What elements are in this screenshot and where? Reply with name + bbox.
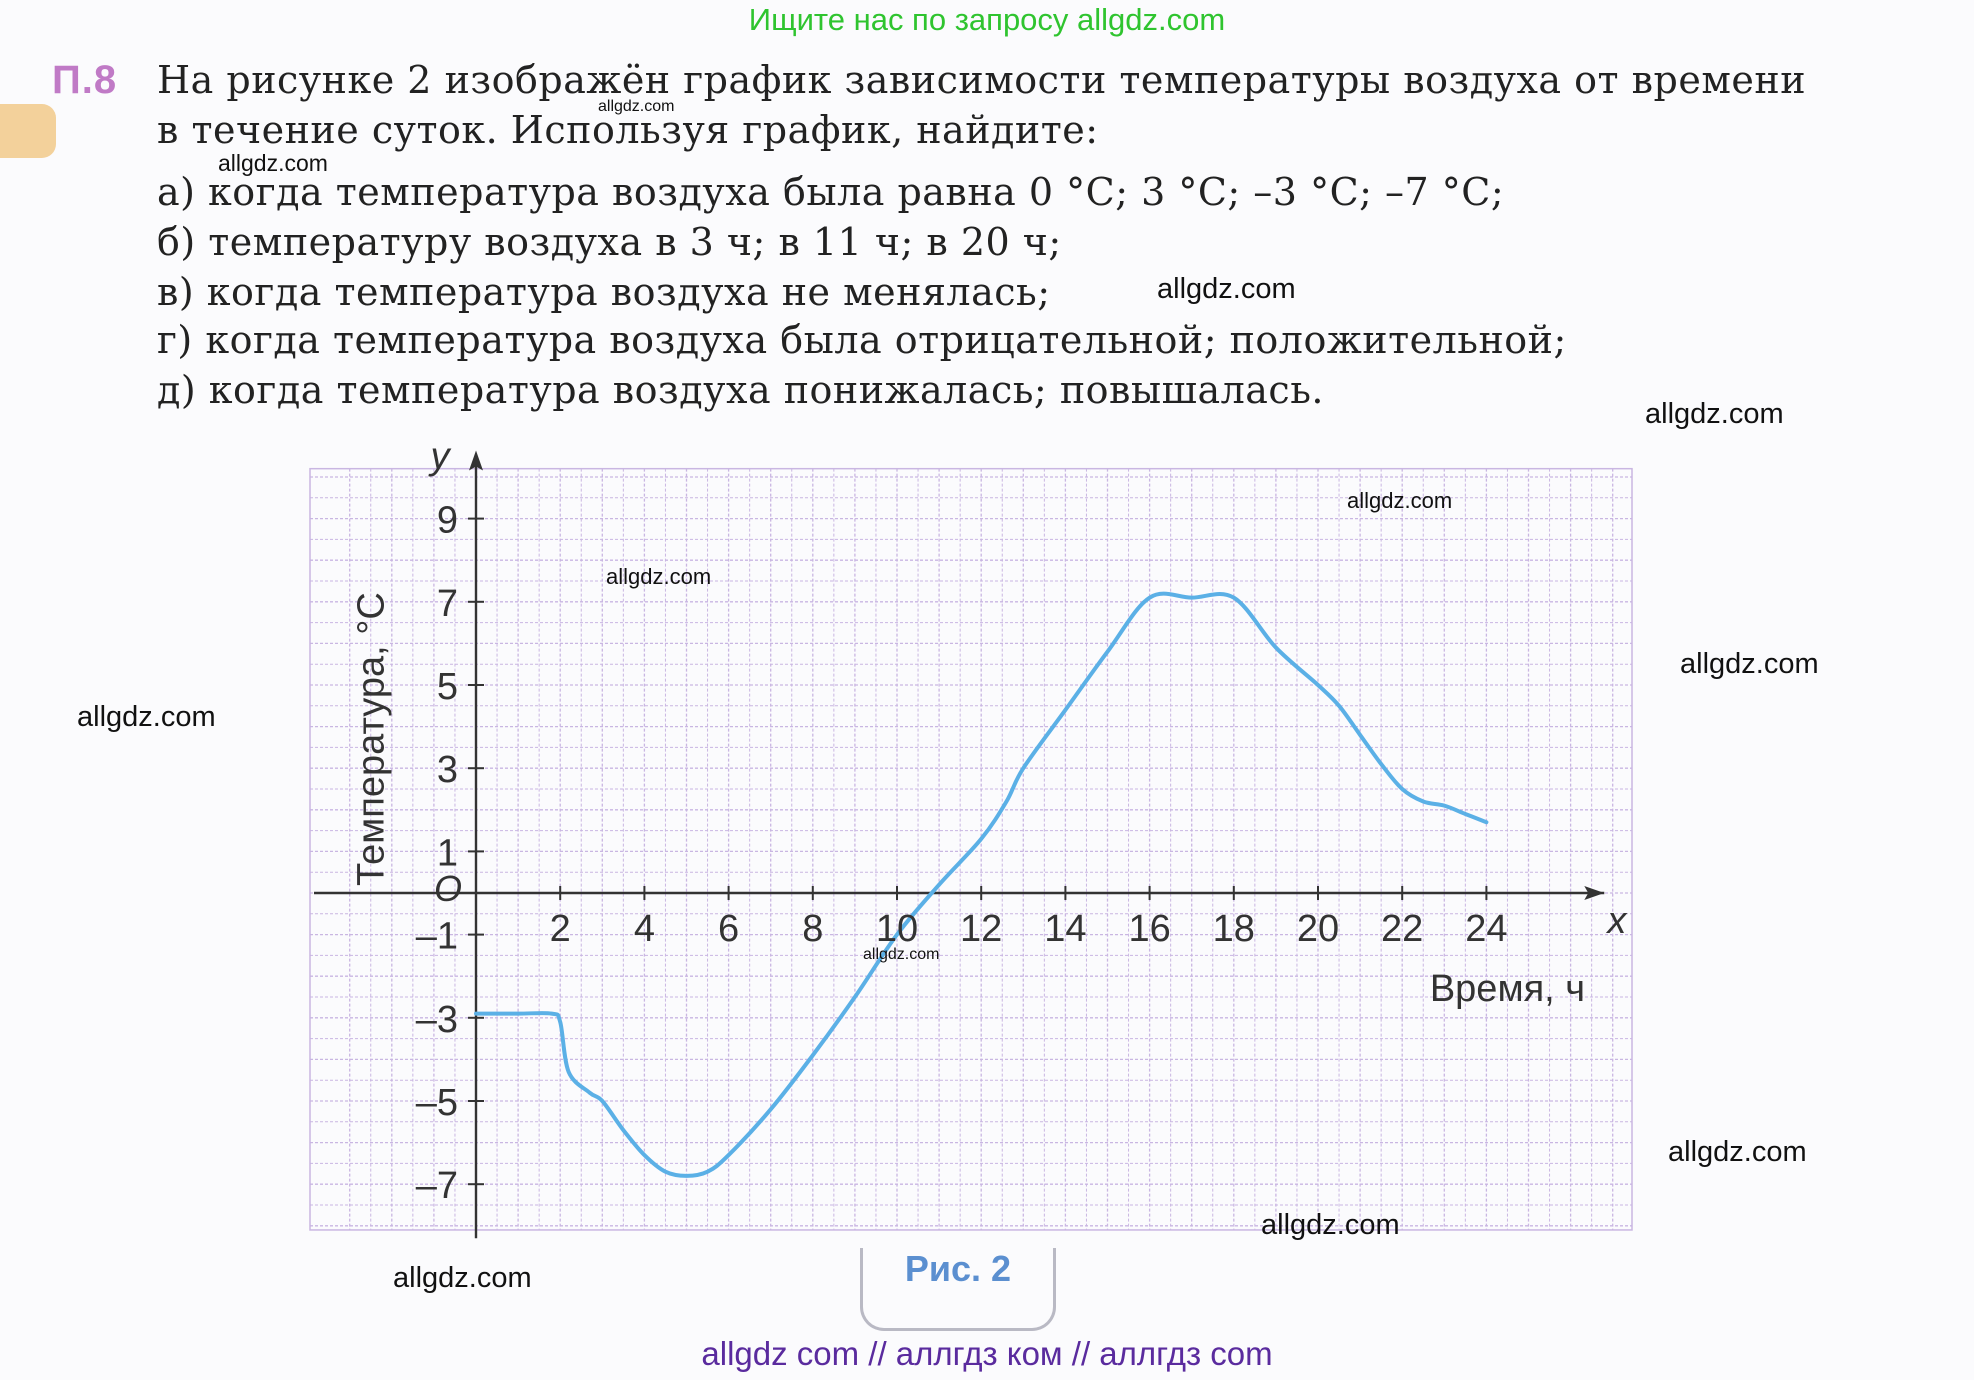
y-tick-label: –7 [416, 1165, 458, 1207]
watermark: allgdz.com [77, 701, 216, 733]
y-tick-label: –3 [416, 999, 458, 1041]
problem-item-d: г) когда температура воздуха была отрица… [157, 318, 1567, 362]
chart-ticks [468, 517, 1488, 1186]
x-tick-label: 14 [1044, 908, 1086, 950]
watermark: allgdz.com [1347, 488, 1453, 513]
problem-intro-line-1: На рисунке 2 изображён график зависимост… [157, 58, 1807, 102]
x-axis-arrow [1584, 886, 1605, 900]
chart-grid [309, 467, 1633, 1231]
x-tick-label: 18 [1213, 908, 1255, 950]
watermark: allgdz.com [598, 98, 675, 115]
decorative-tab [0, 104, 56, 158]
grid-border [309, 467, 1633, 1231]
y-tick-label: –1 [416, 916, 458, 958]
bottom-banner[interactable]: allgdz com // аллгдз ком // аллгдз com [701, 1335, 1273, 1372]
problem-intro-line-2: в течение суток. Используя график, найди… [157, 108, 1099, 152]
x-tick-label: 22 [1381, 908, 1423, 950]
x-tick-label: 6 [718, 908, 739, 950]
problem-number: П.8 [52, 58, 118, 102]
watermark: allgdz.com [1668, 1136, 1807, 1168]
x-tick-label: 16 [1128, 908, 1170, 950]
x-tick-label: 20 [1297, 908, 1339, 950]
top-banner[interactable]: Ищите нас по запросу allgdz.com [748, 2, 1226, 37]
x-tick-label: 8 [802, 908, 823, 950]
x-axis-title: Время, ч [1430, 968, 1585, 1010]
watermark: allgdz.com [606, 564, 712, 589]
problem-item-c: в) когда температура воздуха не менялась… [157, 270, 1051, 314]
y-tick-label: 9 [437, 500, 458, 542]
temperature-line [474, 591, 1489, 1178]
x-tick-label: 24 [1465, 908, 1507, 950]
x-tick-label: 4 [634, 908, 655, 950]
problem-item-b: б) температуру воздуха в 3 ч; в 11 ч; в … [157, 220, 1062, 264]
figure-caption-frame: Рис. 2 [860, 1248, 1056, 1331]
y-tick-label: 3 [437, 749, 458, 791]
y-tick-label: 7 [437, 583, 458, 625]
figure-caption: Рис. 2 [904, 1248, 1012, 1289]
y-tick-label: 1 [437, 832, 458, 874]
x-tick-label: 10 [876, 908, 918, 950]
x-axis-letter: x [1605, 900, 1628, 942]
x-tick-label: 2 [550, 908, 571, 950]
y-tick-label: 5 [437, 666, 458, 708]
origin-label: O [434, 868, 462, 909]
watermark: allgdz.com [1645, 398, 1784, 430]
watermark: allgdz.com [1261, 1209, 1400, 1241]
chart-line-layer [474, 591, 1489, 1178]
watermark: allgdz.com [1157, 273, 1296, 305]
y-tick-label: –5 [416, 1082, 458, 1124]
chart-labels: 2 4 6 8 10 12 14 16 18 20 22 24–7–5–3–113579OxyВрем… [350, 436, 1628, 1208]
y-axis-arrow [469, 450, 483, 471]
y-axis-letter: y [428, 436, 452, 478]
y-axis-title: Температура, °С [350, 592, 392, 886]
problem-item-e: д) когда температура воздуха понижалась;… [157, 368, 1324, 412]
watermark: allgdz.com [393, 1262, 532, 1294]
watermark: allgdz.com [218, 150, 328, 176]
x-tick-label: 12 [960, 908, 1002, 950]
watermark: allgdz.com [1680, 648, 1819, 680]
problem-item-a: а) когда температура воздуха была равна … [157, 170, 1505, 214]
watermark: allgdz.com [863, 946, 940, 963]
chart-axes [314, 450, 1605, 1239]
